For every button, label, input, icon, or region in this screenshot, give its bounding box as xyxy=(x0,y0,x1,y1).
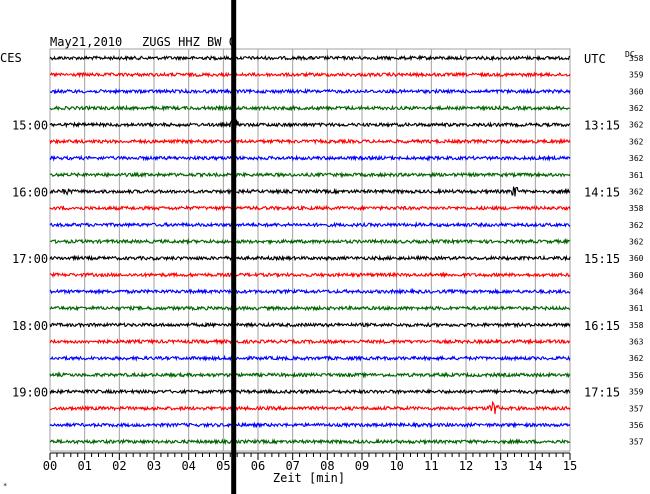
trace-10 xyxy=(49,221,571,229)
trace-20 xyxy=(49,387,571,396)
x-tick-label: 13 xyxy=(493,459,507,473)
dc-offset-label: 361 xyxy=(629,304,644,313)
dc-offset-label: 362 xyxy=(629,354,644,363)
trace-labels: 15:00 16:00 17:00 18:00 19:00 UTC 13:15 14:15 15… xyxy=(12,52,644,447)
x-tick-label: 03 xyxy=(147,459,161,473)
dc-offset-label: 360 xyxy=(629,271,644,280)
trace-11 xyxy=(49,237,571,246)
left-timezone-label: CES xyxy=(0,51,22,65)
left-time-label: 16:00 xyxy=(12,185,48,199)
dc-offset-label: 359 xyxy=(629,388,644,397)
dc-offset-label: 358 xyxy=(629,321,644,330)
seismic-traces xyxy=(49,54,571,446)
grid-lines xyxy=(49,48,571,452)
trace-17 xyxy=(49,337,571,346)
x-tick-label: 12 xyxy=(459,459,473,473)
trace-22 xyxy=(49,421,571,429)
trace-3 xyxy=(49,104,571,112)
left-time-label: 17:00 xyxy=(12,252,48,266)
x-tick-label: 09 xyxy=(355,459,369,473)
left-time-label: 19:00 xyxy=(12,386,48,400)
dc-offset-label: 362 xyxy=(629,137,644,146)
trace-13 xyxy=(49,271,571,279)
right-time-label: 13:15 xyxy=(584,119,620,133)
right-time-label: 17:15 xyxy=(584,386,620,400)
dc-offset-label: 362 xyxy=(629,221,644,230)
x-axis-title: Zeit [min] xyxy=(273,471,345,485)
x-tick-label: 04 xyxy=(181,459,195,473)
trace-16 xyxy=(49,321,571,329)
header-station: ZUGS HHZ BW 0 xyxy=(142,35,236,49)
corner-mark: * xyxy=(3,482,7,490)
x-tick-label: 06 xyxy=(251,459,265,473)
dc-column-header: DC xyxy=(625,50,635,59)
trace-15 xyxy=(49,304,571,312)
dc-offset-label: 362 xyxy=(629,104,644,113)
trace-8 xyxy=(49,185,571,197)
right-time-label: 15:15 xyxy=(584,252,620,266)
trace-4 xyxy=(49,119,571,132)
trace-23 xyxy=(49,438,571,446)
dc-offset-label: 361 xyxy=(629,171,644,180)
trace-18 xyxy=(49,354,571,362)
right-time-label: 16:15 xyxy=(584,319,620,333)
dc-offset-label: 360 xyxy=(629,87,644,96)
right-timezone-label: UTC xyxy=(584,52,606,66)
trace-7 xyxy=(49,171,571,179)
right-time-label: 14:15 xyxy=(584,185,620,199)
dc-offset-label: 362 xyxy=(629,154,644,163)
x-tick-label: 00 xyxy=(43,459,57,473)
trace-12 xyxy=(49,254,571,262)
dc-offset-label: 362 xyxy=(629,187,644,196)
left-time-label: 15:00 xyxy=(12,119,48,133)
trace-1 xyxy=(49,71,571,79)
x-axis: 00 01 02 03 04 05 06 07 08 09 10 11 12 13 14 15 xyxy=(43,452,577,473)
x-tick-label: 02 xyxy=(112,459,126,473)
trace-14 xyxy=(49,287,571,296)
dc-offset-label: 362 xyxy=(629,237,644,246)
event-marker-line xyxy=(231,0,237,494)
dc-offset-label: 364 xyxy=(629,288,644,297)
dc-offset-label: 363 xyxy=(629,338,644,347)
trace-0 xyxy=(49,54,570,62)
dc-offset-label: 356 xyxy=(629,421,644,430)
dc-offset-label: 357 xyxy=(629,404,644,413)
x-tick-label: 10 xyxy=(389,459,403,473)
trace-6 xyxy=(49,154,571,162)
dc-offset-label: 357 xyxy=(629,438,644,447)
x-tick-label: 15 xyxy=(563,459,577,473)
trace-21 xyxy=(49,400,571,415)
x-tick-label: 14 xyxy=(528,459,542,473)
trace-2 xyxy=(49,87,571,95)
dc-offset-label: 362 xyxy=(629,121,644,130)
x-tick-label: 01 xyxy=(77,459,91,473)
left-time-label: 18:00 xyxy=(12,319,48,333)
trace-19 xyxy=(49,371,571,379)
x-tick-label: 05 xyxy=(216,459,230,473)
x-tick-label: 11 xyxy=(424,459,438,473)
dc-offset-label: 358 xyxy=(629,54,644,63)
dc-offset-label: 360 xyxy=(629,254,644,263)
trace-9 xyxy=(49,204,571,212)
header-date: May21,2010 xyxy=(50,35,122,49)
x-tick-label: 08 xyxy=(320,459,334,473)
dc-offset-label: 356 xyxy=(629,371,644,380)
plot-frame xyxy=(49,48,571,452)
x-tick-label: 07 xyxy=(285,459,299,473)
dc-offset-label: 358 xyxy=(629,204,644,213)
dc-offset-label: 359 xyxy=(629,71,644,80)
trace-5 xyxy=(49,137,571,146)
